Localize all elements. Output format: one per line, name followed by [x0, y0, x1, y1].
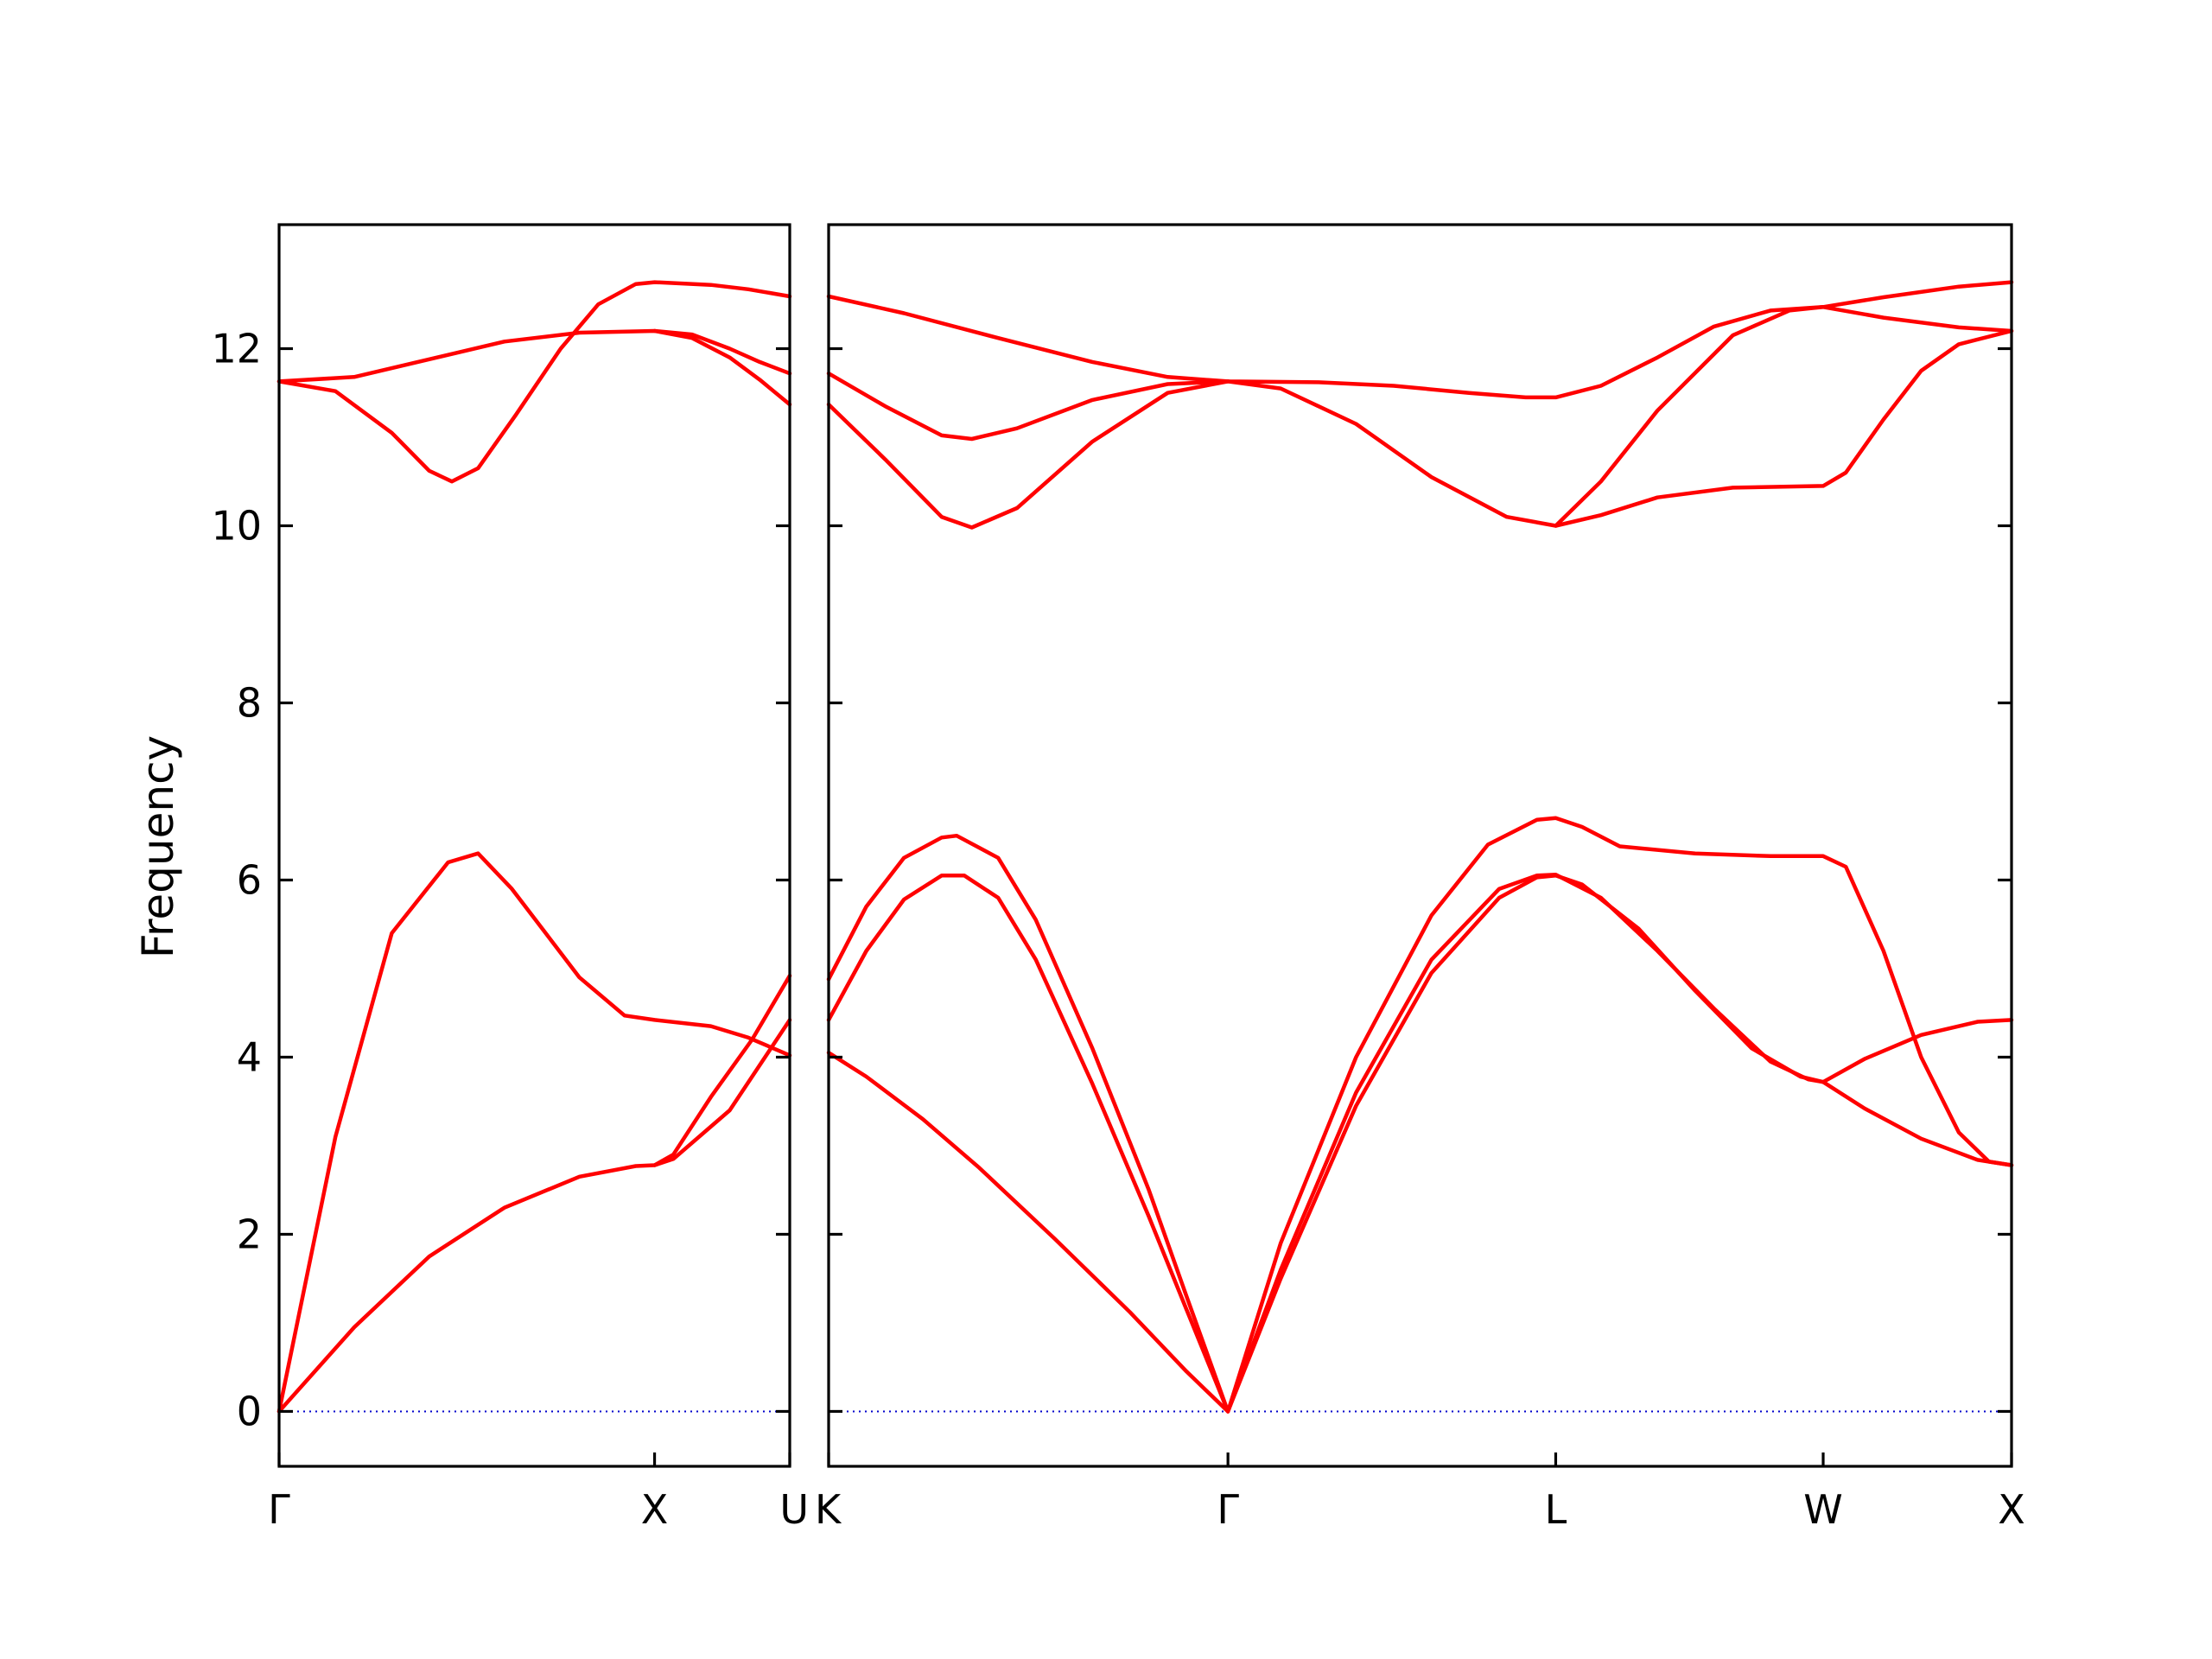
y-tick-label: 8	[237, 679, 262, 726]
y-tick-label: 0	[237, 1388, 262, 1434]
x-tick-label: X	[1998, 1486, 2025, 1533]
y-tick-label: 10	[211, 502, 262, 549]
x-tick-label: Γ	[1217, 1486, 1239, 1533]
band-line-right-9	[826, 280, 2014, 400]
band-line-left-4	[276, 280, 792, 484]
x-tick-label: L	[1545, 1486, 1567, 1533]
x-tick-label: W	[1803, 1486, 1842, 1533]
band-line-right-8	[1821, 1079, 2014, 1167]
band-line-right-2	[826, 874, 1230, 1414]
x-tick-label: K	[815, 1486, 842, 1533]
band-line-right-10	[826, 371, 1230, 442]
band-line-right-5	[1225, 874, 1826, 1414]
y-axis: 0 2 4 6 8 10 12	[211, 325, 262, 1434]
band-line-left-2	[276, 1018, 792, 1414]
band-line-left-6	[652, 328, 792, 376]
panel-frame	[277, 223, 791, 1468]
band-line-left-1	[276, 851, 792, 1414]
y-tick-label: 2	[237, 1211, 262, 1257]
band-line-left-5	[276, 328, 792, 407]
x-tick-label: Γ	[268, 1486, 290, 1533]
band-line-right-3	[826, 833, 1230, 1414]
panel-frame	[827, 223, 2013, 1468]
y-tick-label: 12	[211, 325, 262, 372]
band-line-right-1	[826, 1051, 1230, 1414]
band-line-right-7	[1821, 1018, 2014, 1084]
y-tick-label: 4	[237, 1033, 262, 1080]
band-line-right-4	[1225, 873, 1826, 1414]
y-axis-label: Frequency	[133, 735, 183, 958]
band-line-right-12	[1554, 328, 2014, 528]
x-tick-label: X	[641, 1486, 669, 1533]
x-tick-label: U	[779, 1486, 809, 1533]
band-line-left-3	[652, 973, 792, 1167]
band-line-right-6	[1225, 816, 2014, 1414]
band-line-right-11	[826, 305, 2014, 530]
y-tick-label: 6	[237, 856, 262, 903]
